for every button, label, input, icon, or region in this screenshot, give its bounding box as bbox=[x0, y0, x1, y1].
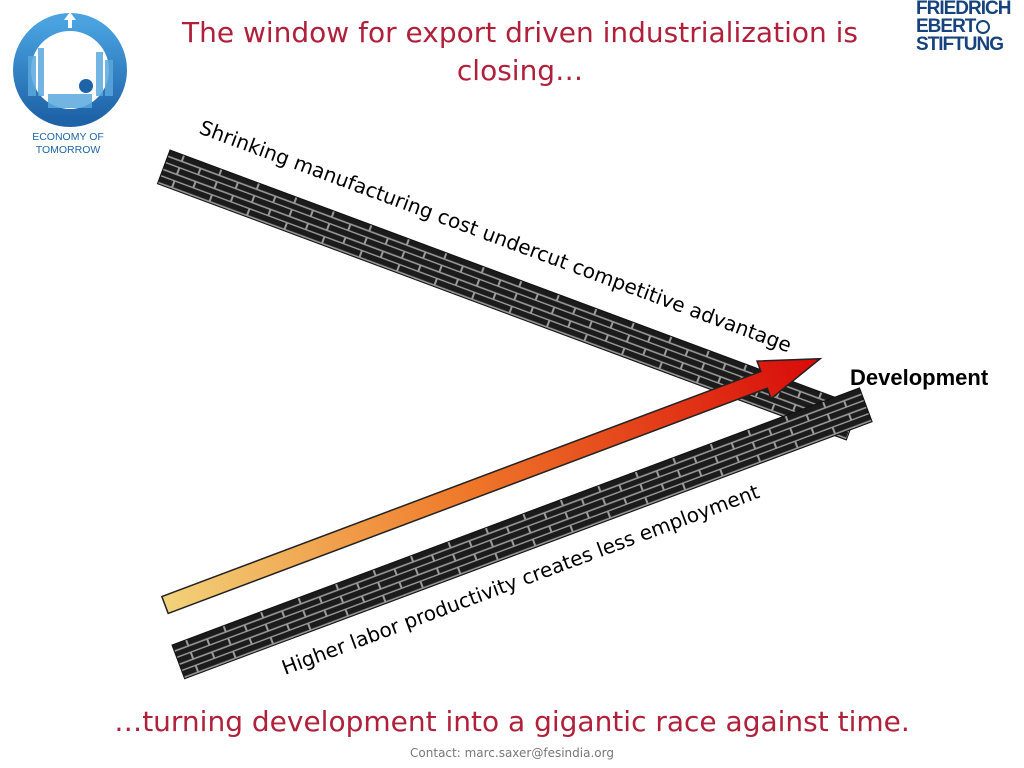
fes-line-3: STIFTUNG bbox=[916, 34, 1004, 55]
friedrich-ebert-stiftung-logo: FRIEDRICH EBERT STIFTUNG bbox=[916, 0, 1022, 54]
development-arrow bbox=[160, 357, 823, 615]
fes-line-2: EBERT bbox=[916, 16, 1022, 37]
bottom-brick-wall bbox=[171, 387, 873, 680]
bottom-caption: …turning development into a gigantic rac… bbox=[114, 705, 910, 738]
slide-title: The window for export driven industriali… bbox=[182, 16, 858, 87]
fes-line-2-text: EBERT bbox=[916, 16, 976, 37]
economy-of-tomorrow-wordmark: ECONOMY OF TOMORROW bbox=[18, 131, 118, 157]
fes-line-1: FRIEDRICH bbox=[916, 0, 1011, 19]
globe-city-icon bbox=[13, 12, 127, 127]
economy-of-tomorrow-logo bbox=[8, 8, 132, 168]
development-label: Development bbox=[850, 365, 989, 390]
wordmark-line-2: TOMORROW bbox=[35, 144, 101, 156]
top-wall-label: Shrinking manufacturing cost undercut co… bbox=[196, 115, 795, 357]
top-brick-wall bbox=[156, 149, 860, 441]
wordmark-line-1: ECONOMY OF bbox=[32, 131, 104, 143]
fes-globe-icon bbox=[976, 20, 991, 34]
contact-footer: Contact: marc.saxer@fesindia.org bbox=[410, 746, 614, 760]
